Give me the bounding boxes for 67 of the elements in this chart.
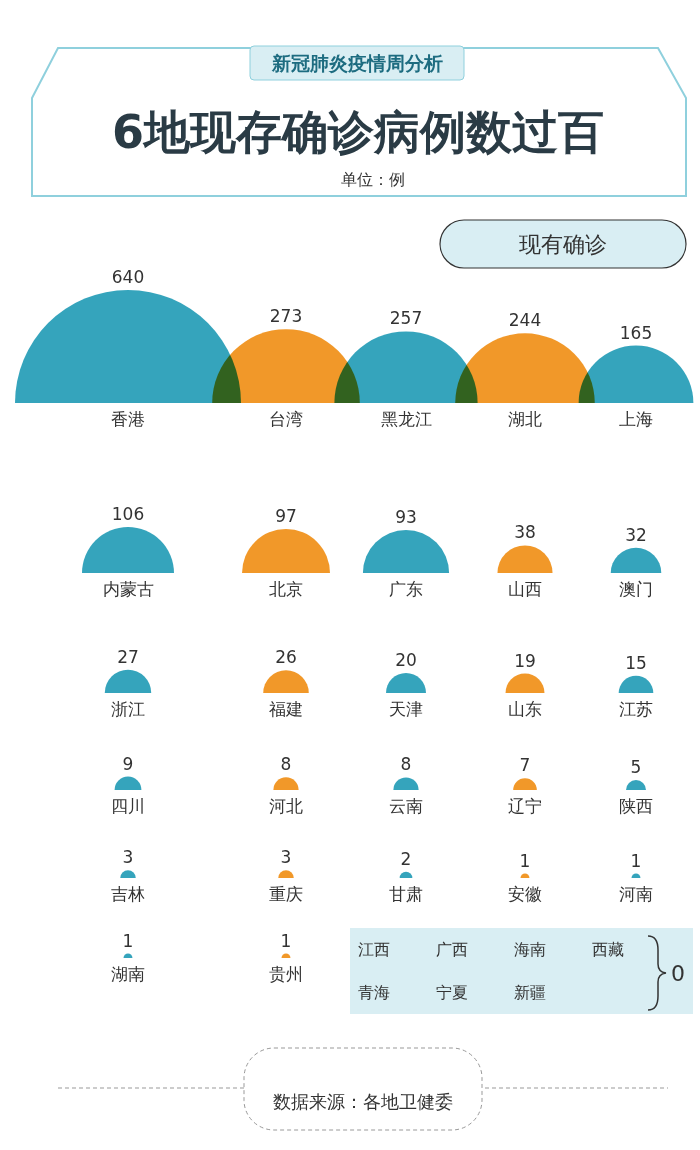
category-label: 安徽 [508, 884, 542, 904]
data-label: 97 [275, 506, 297, 527]
data-label: 5 [630, 757, 642, 778]
category-label: 澳门 [619, 579, 653, 599]
data-label: 38 [514, 522, 536, 543]
category-label: 天津 [389, 699, 423, 719]
data-label: 165 [619, 322, 653, 343]
category-label: 黑龙江 [380, 409, 432, 429]
category-label: 北京 [269, 579, 303, 599]
data-label: 8 [400, 754, 412, 775]
text: 海南 [514, 940, 546, 959]
data-label: 32 [625, 524, 647, 545]
data-label: 257 [389, 308, 423, 329]
data-label: 20 [395, 650, 417, 671]
data-label: 1 [280, 930, 292, 951]
data-label: 106 [111, 504, 145, 525]
category-label: 四川 [111, 796, 145, 816]
text: 新冠肺炎疫情周分析 [270, 52, 443, 74]
category-label: 吉林 [111, 884, 145, 904]
category-label: 湖南 [111, 964, 145, 984]
category-label: 广东 [389, 579, 423, 599]
category-label: 湖北 [508, 409, 542, 429]
category-label: 浙江 [111, 699, 145, 719]
data-label: 640 [111, 267, 145, 287]
text: 现有确诊 [519, 232, 607, 257]
data-label: 7 [519, 755, 531, 776]
category-label: 上海 [619, 409, 653, 429]
data-label: 93 [395, 506, 417, 527]
category-label: 内蒙古 [102, 579, 154, 599]
category-label: 陕西 [619, 796, 653, 816]
data-label: 15 [625, 652, 647, 673]
category-label: 香港 [111, 409, 145, 429]
category-label: 河南 [619, 884, 653, 904]
category-label: 河北 [269, 796, 303, 816]
data-label: 3 [280, 847, 292, 868]
data-label: 244 [508, 310, 542, 331]
category-label: 重庆 [269, 884, 303, 904]
text: 江西 [358, 940, 390, 959]
category-label: 云南 [389, 796, 423, 816]
text: 0 [671, 961, 685, 986]
data-label: 8 [280, 754, 292, 775]
text: 青海 [358, 983, 390, 1002]
data-label: 27 [117, 646, 139, 667]
data-label: 3 [122, 847, 134, 868]
text: 西藏 [592, 940, 624, 959]
category-label: 辽宁 [508, 796, 542, 816]
data-label: 1 [122, 930, 134, 951]
data-label: 26 [275, 647, 297, 668]
data-label: 273 [269, 306, 303, 327]
text: 宁夏 [436, 983, 468, 1002]
category-label: 山西 [508, 579, 542, 599]
category-label: 贵州 [269, 964, 303, 984]
data-label: 2 [400, 848, 412, 869]
category-label: 江苏 [619, 699, 653, 719]
data-label: 19 [514, 650, 536, 671]
category-label: 山东 [508, 699, 542, 719]
category-label: 台湾 [269, 409, 303, 429]
data-label: 9 [122, 753, 134, 774]
category-label: 甘肃 [389, 884, 423, 904]
text: 6地现存确诊病例数过百 [111, 105, 605, 159]
text: 新疆 [514, 983, 546, 1002]
data-label: 1 [630, 850, 642, 871]
text: 广西 [436, 940, 468, 959]
source-note: 数据来源：各地卫健委 [273, 1091, 453, 1112]
category-label: 福建 [269, 699, 303, 719]
text: 单位：例 [341, 170, 405, 189]
data-label: 1 [519, 850, 531, 871]
